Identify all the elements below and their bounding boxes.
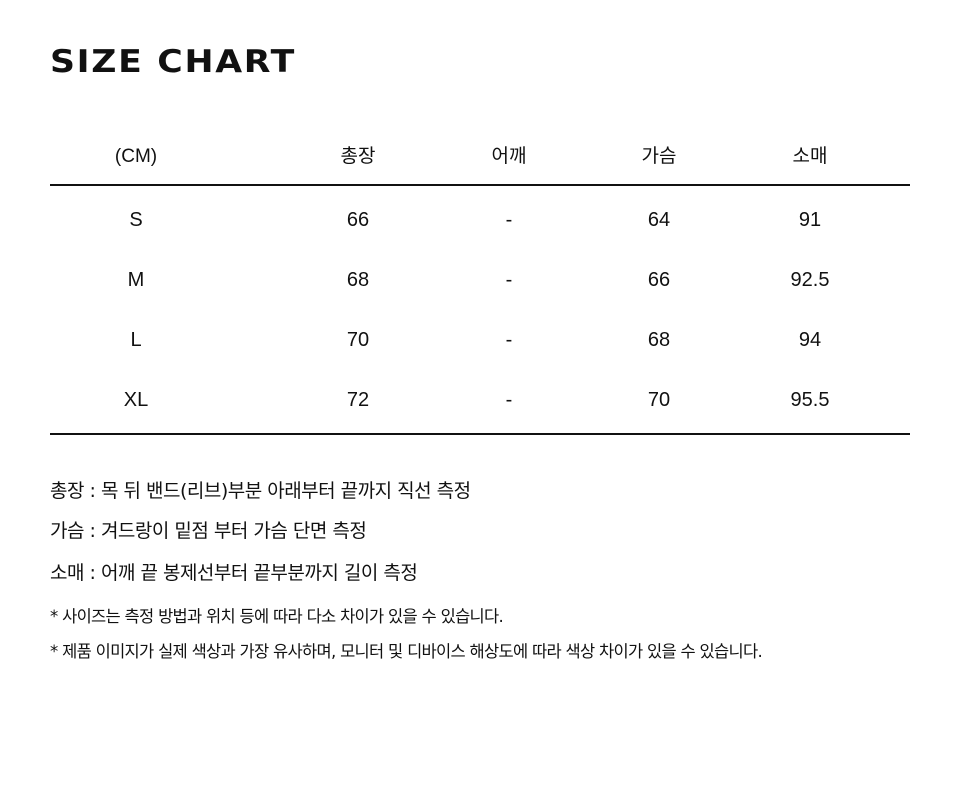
cell-chest: 70 xyxy=(647,389,671,411)
note-sleeve: 소매 : 어깨 끝 봉제선부터 끝부분까지 길이 측정 xyxy=(50,562,418,584)
size-label: S xyxy=(129,209,143,231)
table-bottom-divider xyxy=(50,433,910,435)
cell-sleeve: 95.5 xyxy=(790,389,830,411)
cell-shoulder: - xyxy=(505,389,513,411)
size-label: XL xyxy=(123,389,149,411)
header-length: 총장 xyxy=(340,146,376,167)
header-unit: (CM) xyxy=(114,146,158,167)
note-chest: 가슴 : 겨드랑이 밑점 부터 가슴 단면 측정 xyxy=(50,520,367,542)
cell-chest: 68 xyxy=(647,329,671,351)
header-divider xyxy=(50,184,910,186)
cell-length: 70 xyxy=(346,329,370,351)
note-length: 총장 : 목 뒤 밴드(리브)부분 아래부터 끝까지 직선 측정 xyxy=(50,480,471,502)
header-sleeve: 소매 xyxy=(792,146,828,167)
cell-chest: 66 xyxy=(647,269,671,291)
cell-length: 66 xyxy=(346,209,370,231)
header-shoulder: 어깨 xyxy=(491,146,527,167)
cell-shoulder: - xyxy=(505,209,513,231)
cell-sleeve: 92.5 xyxy=(790,269,830,291)
cell-sleeve: 94 xyxy=(798,329,822,351)
disclaimer-size: * 사이즈는 측정 방법과 위치 등에 따라 다소 차이가 있을 수 있습니다. xyxy=(50,607,504,626)
header-chest: 가슴 xyxy=(641,146,677,167)
page-title: SIZE CHART xyxy=(50,44,296,80)
size-label: M xyxy=(127,269,145,291)
size-label: L xyxy=(130,329,142,351)
cell-length: 68 xyxy=(346,269,370,291)
disclaimer-color: * 제품 이미지가 실제 색상과 가장 유사하며, 모니터 및 디바이스 해상도… xyxy=(50,642,763,661)
cell-chest: 64 xyxy=(647,209,671,231)
cell-shoulder: - xyxy=(505,269,513,291)
cell-length: 72 xyxy=(346,389,370,411)
cell-sleeve: 91 xyxy=(798,209,822,231)
cell-shoulder: - xyxy=(505,329,513,351)
